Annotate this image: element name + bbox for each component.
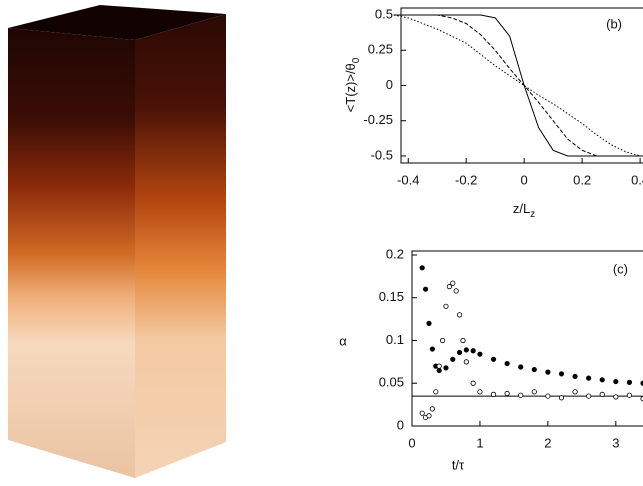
data-point (456, 349, 463, 356)
data-point (450, 280, 456, 286)
data-point (586, 393, 592, 399)
data-point (599, 391, 605, 397)
data-point (558, 395, 565, 401)
data-point (545, 369, 551, 375)
data-point (470, 348, 476, 354)
data-point (456, 312, 463, 318)
data-point (504, 360, 510, 367)
data-point (463, 347, 469, 353)
x-tick-label: 0.4 (631, 172, 643, 187)
data-point (426, 413, 432, 419)
y-tick-label: 0.15 (379, 289, 404, 304)
y-tick-label: 0.5 (375, 6, 393, 21)
x-tick-label: 1 (476, 435, 483, 450)
y-tick-label: 0.25 (368, 42, 393, 57)
data-point (446, 284, 452, 290)
data-point (422, 286, 429, 292)
data-point (504, 390, 510, 397)
y-tick-label: 0 (397, 417, 404, 432)
data-point (599, 377, 605, 383)
data-point (531, 366, 537, 373)
profile-line (393, 14, 643, 157)
data-point (419, 265, 425, 271)
data-point (429, 346, 435, 352)
data-point (436, 367, 442, 374)
data-point (518, 364, 524, 370)
x-tick-label: -0.2 (455, 172, 477, 187)
x-tick-label: 3 (612, 435, 619, 450)
data-point (439, 337, 446, 344)
data-point (545, 393, 551, 399)
data-point (450, 356, 456, 362)
x-tick-label: 2 (544, 435, 551, 450)
plot-frame (411, 250, 643, 427)
x-axis-label: t/τ (452, 457, 465, 472)
panel-label: (b) (606, 16, 622, 31)
simulation-render (8, 5, 226, 478)
data-point (558, 371, 565, 377)
data-point (490, 356, 497, 362)
data-point (453, 288, 459, 294)
y-axis-label: α (339, 333, 347, 348)
data-point (477, 389, 483, 395)
data-point (436, 363, 442, 369)
data-point (490, 391, 497, 397)
data-point (531, 389, 537, 395)
data-point (572, 389, 578, 395)
profile-line (393, 14, 643, 157)
y-tick-label: 0 (386, 77, 393, 92)
data-point (477, 351, 483, 357)
data-point (460, 337, 466, 344)
data-point (626, 379, 633, 385)
y-tick-label: -0.5 (371, 147, 393, 162)
y-tick-label: 0.2 (386, 246, 404, 261)
data-point (470, 380, 476, 386)
y-axis-label: <T(z)>/θ0 (343, 57, 361, 112)
x-tick-label: -0.4 (397, 172, 419, 187)
data-point (443, 365, 449, 371)
data-point (626, 392, 633, 398)
x-tick-label: 0 (521, 172, 528, 187)
x-tick-label: 0 (408, 435, 415, 450)
data-point (443, 303, 449, 309)
data-point (586, 375, 592, 381)
panel-label: (c) (613, 261, 628, 276)
x-tick-label: 0.2 (573, 172, 591, 187)
y-tick-label: 0.05 (379, 375, 404, 390)
data-point (419, 410, 425, 416)
data-point (463, 359, 469, 365)
y-tick-label: 0.1 (386, 332, 404, 347)
data-point (433, 389, 439, 395)
data-point (613, 394, 619, 400)
profile-line (393, 14, 643, 157)
y-tick-label: -0.25 (363, 112, 393, 127)
data-point (518, 392, 524, 398)
x-axis-label: z/Lz (513, 201, 535, 219)
data-point (613, 378, 619, 385)
data-point (572, 373, 578, 380)
data-point (429, 406, 435, 412)
data-point (426, 320, 432, 326)
